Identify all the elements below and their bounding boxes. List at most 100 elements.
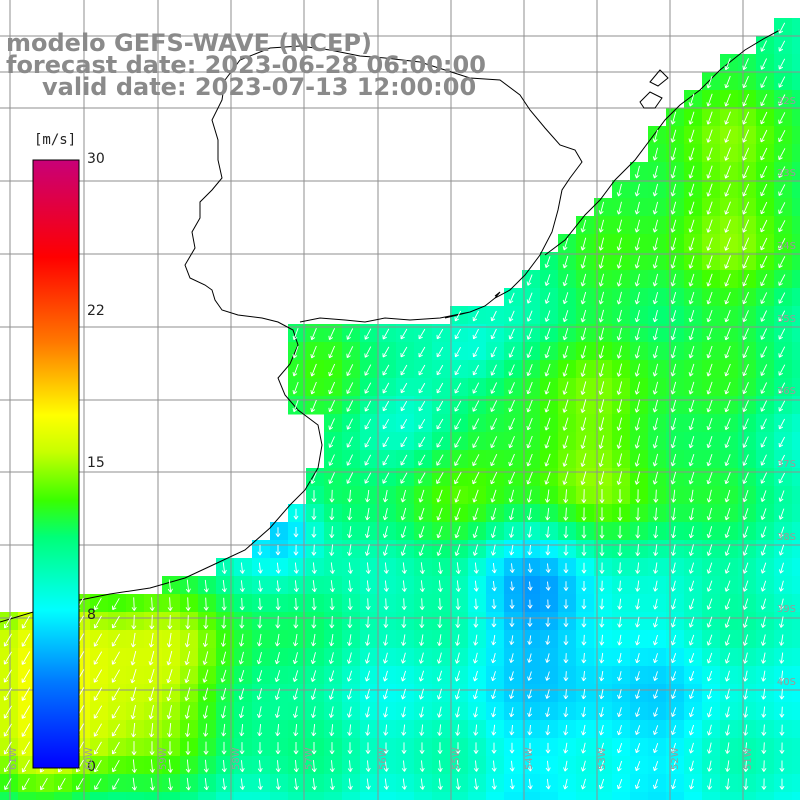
wind-arrow: [527, 599, 533, 609]
wind-arrow: [545, 581, 551, 591]
wind-arrow: [544, 435, 551, 449]
wind-arrow: [418, 364, 426, 376]
wind-speed-cell: [162, 756, 181, 775]
wind-arrow: [111, 669, 120, 683]
wind-speed-cell: [468, 774, 487, 793]
wind-arrow: [382, 454, 390, 466]
wind-arrow: [760, 237, 768, 251]
wind-speed-cell: [486, 738, 505, 757]
wind-arrow: [634, 435, 641, 449]
wind-arrow: [724, 183, 731, 197]
wind-speed-cell: [774, 504, 793, 523]
wind-speed-cell: [504, 594, 523, 613]
wind-arrow: [634, 779, 641, 790]
wind-speed-cell: [450, 612, 469, 631]
wind-arrow: [401, 778, 407, 790]
wind-arrow: [382, 670, 388, 682]
wind-speed-cell: [108, 792, 127, 800]
wind-arrow: [724, 75, 731, 89]
wind-arrow: [346, 418, 354, 430]
wind-arrow: [418, 526, 425, 539]
wind-speed-cell: [432, 666, 451, 685]
wind-arrow: [257, 562, 263, 574]
wind-arrow: [220, 669, 227, 683]
wind-speed-cell: [756, 522, 775, 541]
wind-speed-cell: [648, 738, 667, 757]
wind-arrow: [742, 382, 749, 395]
wind-arrow: [472, 670, 478, 682]
wind-arrow: [221, 778, 227, 790]
wind-speed-cell: [270, 792, 289, 800]
wind-speed-cell: [720, 630, 739, 649]
wind-speed-cell: [432, 612, 451, 631]
wind-arrow: [778, 454, 785, 466]
wind-speed-cell: [324, 414, 343, 433]
wind-speed-cell: [666, 450, 685, 469]
wind-arrow: [329, 760, 335, 773]
wind-arrow: [418, 346, 426, 358]
wind-speed-cell: [594, 738, 613, 757]
wind-speed-cell: [774, 630, 793, 649]
wind-speed-cell: [630, 414, 649, 433]
wind-speed-cell: [738, 522, 757, 541]
wind-speed-cell: [612, 306, 631, 325]
wind-arrow: [111, 705, 120, 719]
lat-label-35s: 35S: [776, 314, 796, 325]
wind-arrow: [508, 310, 515, 322]
wind-arrow: [653, 507, 659, 521]
wind-speed-cell: [756, 54, 775, 73]
wind-speed-cell: [18, 666, 37, 685]
wind-arrow: [184, 632, 190, 648]
wind-speed-cell: [648, 792, 667, 800]
wind-arrow: [635, 544, 641, 557]
wind-speed-cell: [504, 504, 523, 523]
wind-arrow: [400, 346, 408, 358]
wind-arrow: [544, 453, 551, 467]
wind-arrow: [544, 399, 551, 413]
wind-arrow: [292, 363, 299, 377]
wind-arrow: [473, 616, 479, 628]
wind-arrow: [544, 328, 551, 341]
wind-arrow: [185, 741, 191, 755]
wind-arrow: [365, 507, 371, 521]
wind-speed-cell: [630, 396, 649, 415]
wind-speed-cell: [738, 774, 757, 793]
wind-speed-cell: [702, 594, 721, 613]
wind-arrow: [509, 671, 514, 681]
wind-speed-cell: [378, 576, 397, 595]
lon-label-61w: 61W: [8, 747, 19, 770]
wind-speed-cell: [612, 288, 631, 307]
wind-speed-cell: [54, 774, 73, 793]
wind-speed-cell: [144, 630, 163, 649]
wind-arrow: [472, 526, 479, 539]
wind-speed-cell: [414, 432, 433, 451]
wind-speed-cell: [126, 684, 145, 703]
wind-arrow: [581, 507, 587, 521]
wind-arrow: [347, 616, 353, 629]
wind-arrow: [3, 741, 12, 755]
wind-arrow: [652, 165, 659, 179]
wind-speed-cell: [630, 504, 649, 523]
wind-arrow: [509, 581, 515, 591]
wind-arrow: [653, 689, 659, 699]
wind-arrow: [3, 687, 12, 701]
wind-speed-cell: [540, 270, 559, 289]
wind-arrow: [742, 291, 750, 305]
wind-speed-cell: [720, 144, 739, 163]
wind-arrow: [778, 129, 786, 143]
wind-speed-cell: [180, 594, 199, 613]
wind-arrow: [653, 580, 659, 592]
wind-arrow: [346, 472, 354, 484]
wind-arrow: [454, 346, 461, 358]
wind-speed-cell: [342, 486, 361, 505]
wind-speed-cell: [198, 774, 217, 793]
wind-arrow: [761, 724, 767, 736]
wind-arrow: [454, 652, 460, 664]
wind-arrow: [383, 616, 389, 628]
wind-speed-cell: [540, 504, 559, 523]
wind-speed-cell: [702, 198, 721, 217]
wind-speed-cell: [612, 360, 631, 379]
wind-arrow: [743, 742, 749, 754]
wind-speed-cell: [360, 756, 379, 775]
wind-speed-cell: [738, 144, 757, 163]
